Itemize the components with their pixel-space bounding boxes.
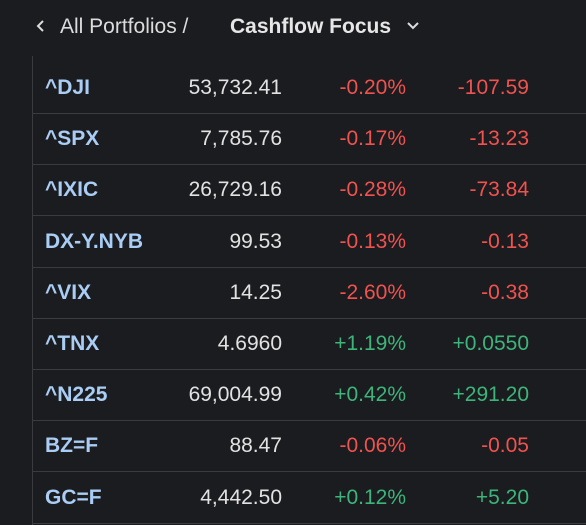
change-percent: -0.13% bbox=[339, 229, 406, 253]
header: All Portfolios / Cashflow Focus bbox=[0, 0, 586, 54]
change-percent: -0.17% bbox=[339, 127, 406, 151]
change: -0.13 bbox=[481, 229, 529, 253]
quote-row[interactable]: ^N225 69,004.99 +0.42% +291.20 bbox=[33, 369, 586, 422]
price: 7,785.76 bbox=[200, 127, 282, 151]
price: 26,729.16 bbox=[188, 178, 282, 202]
change: -13.23 bbox=[469, 127, 529, 151]
change-percent: +1.19% bbox=[334, 332, 406, 355]
quote-row[interactable]: ^VIX 14.25 -2.60% -0.38 bbox=[33, 267, 586, 319]
price: 53,732.41 bbox=[188, 76, 282, 99]
change-percent: -0.28% bbox=[339, 178, 406, 202]
dropdown-icon[interactable] bbox=[406, 21, 420, 31]
quote-row[interactable]: ^IXIC 26,729.16 -0.28% -73.84 bbox=[33, 164, 586, 217]
quote-row[interactable]: BZ=F 88.47 -0.06% -0.05 bbox=[33, 420, 586, 473]
price: 88.47 bbox=[229, 434, 282, 458]
change-percent: -2.60% bbox=[339, 280, 406, 304]
change: -0.38 bbox=[481, 280, 529, 304]
symbol: ^VIX bbox=[45, 280, 92, 304]
price: 4,442.50 bbox=[200, 485, 282, 509]
back-icon[interactable] bbox=[36, 19, 46, 33]
quote-table: ^DJI 53,732.41 -0.20% -107.59 ^SPX 7,785.76 -0… bbox=[32, 56, 586, 525]
price: 14.25 bbox=[229, 280, 282, 304]
breadcrumb-link[interactable]: All Portfolios / bbox=[60, 15, 189, 38]
symbol: ^DJI bbox=[45, 76, 90, 99]
change: -107.59 bbox=[457, 76, 529, 99]
quote-row[interactable]: DX-Y.NYB 99.53 -0.13% -0.13 bbox=[33, 216, 586, 268]
change-percent: -0.20% bbox=[339, 76, 406, 99]
price: 4.6960 bbox=[217, 332, 282, 355]
symbol: ^TNX bbox=[45, 332, 100, 355]
change: -0.05 bbox=[481, 434, 529, 458]
symbol: ^IXIC bbox=[45, 178, 99, 202]
change-percent: +0.42% bbox=[334, 383, 406, 407]
symbol: GC=F bbox=[45, 485, 102, 509]
change: +5.20 bbox=[475, 485, 529, 509]
change-percent: +0.12% bbox=[334, 485, 406, 509]
change: +0.0550 bbox=[452, 332, 530, 355]
change: -73.84 bbox=[469, 178, 529, 202]
symbol: BZ=F bbox=[45, 434, 99, 458]
change: +291.20 bbox=[452, 383, 530, 407]
symbol: ^N225 bbox=[45, 383, 108, 407]
price: 69,004.99 bbox=[188, 383, 282, 407]
symbol: DX-Y.NYB bbox=[45, 229, 144, 253]
symbol: ^SPX bbox=[45, 127, 100, 151]
change-percent: -0.06% bbox=[339, 434, 406, 458]
quote-row[interactable]: ^DJI 53,732.41 -0.20% -107.59 bbox=[33, 62, 586, 114]
portfolio-title[interactable]: Cashflow Focus bbox=[230, 15, 392, 38]
price: 99.53 bbox=[229, 229, 282, 253]
quote-row[interactable]: ^TNX 4.6960 +1.19% +0.0550 bbox=[33, 318, 586, 370]
quote-row[interactable]: GC=F 4,442.50 +0.12% +5.20 bbox=[33, 472, 586, 524]
quote-row[interactable]: ^SPX 7,785.76 -0.17% -13.23 bbox=[33, 113, 586, 166]
